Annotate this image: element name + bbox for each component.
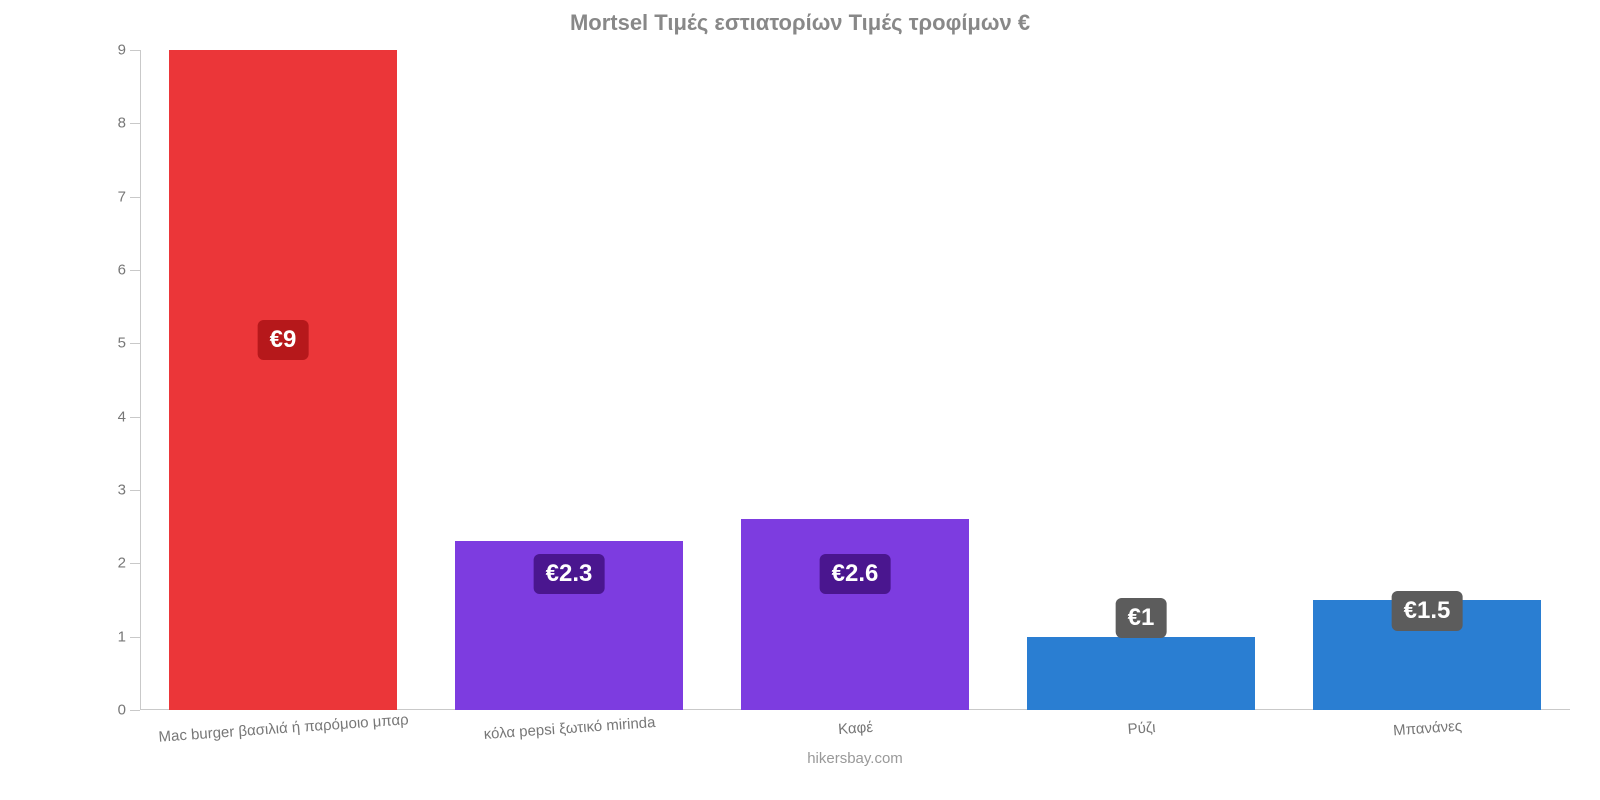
y-tick (130, 417, 140, 418)
y-tick-label: 2 (118, 555, 126, 572)
y-tick-label: 5 (118, 335, 126, 352)
y-tick (130, 343, 140, 344)
bar-value-badge: €1.5 (1392, 591, 1463, 631)
x-category-label: κόλα pepsi ξωτικό mirinda (483, 714, 656, 743)
bar (1027, 637, 1256, 710)
bar-value-badge: €2.3 (534, 554, 605, 594)
y-tick-label: 0 (118, 702, 126, 719)
y-tick-label: 9 (118, 42, 126, 59)
y-tick (130, 710, 140, 711)
y-tick-label: 4 (118, 408, 126, 425)
y-axis (140, 50, 141, 710)
y-tick (130, 50, 140, 51)
y-tick-label: 7 (118, 188, 126, 205)
y-tick (130, 270, 140, 271)
y-tick (130, 197, 140, 198)
plot-area: hikersbay.com 0123456789€9Mac burger βασ… (140, 50, 1570, 710)
y-tick (130, 563, 140, 564)
y-tick-label: 6 (118, 262, 126, 279)
bar-value-badge: €1 (1116, 598, 1167, 638)
y-tick-label: 8 (118, 115, 126, 132)
y-tick (130, 490, 140, 491)
bar (169, 50, 398, 710)
x-category-label: Ρύζι (1127, 719, 1156, 738)
x-category-label: Μπανάνες (1393, 718, 1463, 740)
chart-title: Mortsel Τιμές εστιατορίων Τιμές τροφίμων… (0, 10, 1600, 36)
x-category-label: Mac burger βασιλιά ή παρόμοιο μπαρ (158, 711, 409, 745)
bar (741, 519, 970, 710)
y-tick (130, 637, 140, 638)
bar-value-badge: €2.6 (820, 554, 891, 594)
y-tick-label: 3 (118, 482, 126, 499)
bar-chart: Mortsel Τιμές εστιατορίων Τιμές τροφίμων… (0, 10, 1600, 770)
x-category-label: Καφέ (838, 719, 874, 738)
y-tick-label: 1 (118, 628, 126, 645)
y-tick (130, 123, 140, 124)
attribution-text: hikersbay.com (140, 750, 1570, 767)
bar-value-badge: €9 (258, 320, 309, 360)
